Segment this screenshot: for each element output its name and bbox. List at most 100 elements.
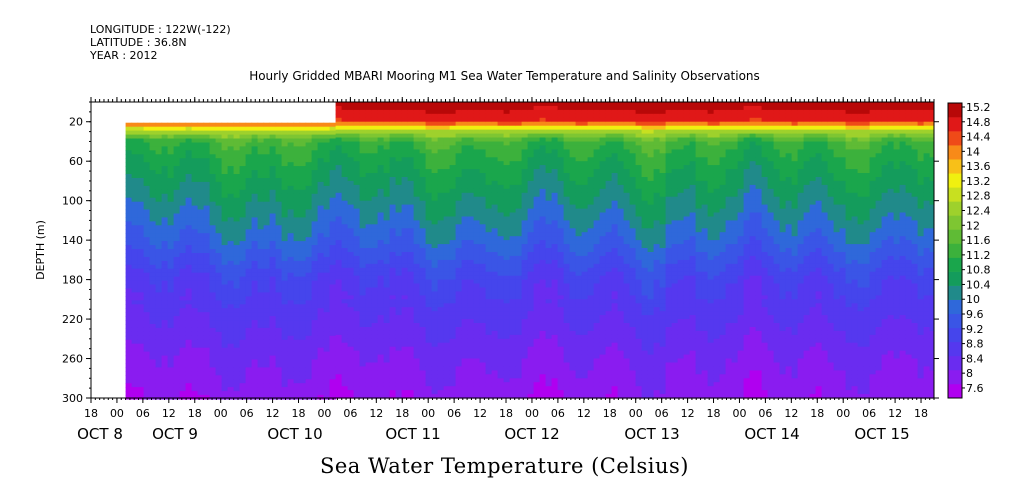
heatmap-cell: [371, 315, 379, 320]
heatmap-cell: [347, 370, 355, 375]
heatmap-cell: [131, 312, 139, 317]
heatmap-cell: [533, 244, 541, 249]
heatmap-cell: [479, 319, 487, 324]
heatmap-cell: [179, 379, 187, 384]
heatmap-cell: [293, 217, 301, 222]
heatmap-cell: [149, 339, 157, 345]
heatmap-cell: [479, 220, 487, 225]
heatmap-cell: [275, 126, 283, 132]
heatmap-cell: [389, 149, 397, 154]
heatmap-cell: [311, 383, 319, 388]
heatmap-cell: [533, 299, 541, 304]
heatmap-cell: [443, 319, 451, 324]
heatmap-cell: [503, 133, 511, 139]
heatmap-cell: [143, 256, 151, 262]
heatmap-cell: [473, 173, 481, 178]
heatmap-cell: [203, 126, 211, 132]
heatmap-cell: [167, 253, 175, 258]
heatmap-cell: [329, 264, 337, 270]
heatmap-cell: [233, 225, 241, 230]
heatmap-cell: [287, 237, 295, 242]
heatmap-cell: [125, 391, 133, 396]
heatmap-cell: [203, 256, 211, 262]
heatmap-cell: [341, 129, 349, 135]
heatmap-cell: [407, 394, 415, 399]
heatmap-cell: [167, 233, 175, 238]
heatmap-cell: [467, 319, 475, 324]
heatmap-cell: [251, 387, 259, 392]
heatmap-cell: [131, 391, 139, 396]
heatmap-cell: [137, 197, 145, 203]
heatmap-cell: [287, 327, 295, 333]
heatmap-cell: [299, 213, 307, 219]
heatmap-cell: [425, 216, 433, 222]
heatmap-cell: [383, 117, 391, 123]
heatmap-cell: [353, 173, 361, 178]
heatmap-cell: [449, 165, 457, 170]
heatmap-cell: [329, 339, 337, 345]
heatmap-cell: [497, 129, 505, 135]
heatmap-cell: [467, 169, 475, 174]
heatmap-cell: [275, 284, 283, 290]
heatmap-cell: [209, 387, 217, 392]
heatmap-cell: [299, 300, 307, 305]
heatmap-cell: [215, 253, 223, 258]
heatmap-cell: [125, 245, 133, 250]
heatmap-cell: [341, 240, 349, 245]
heatmap-cell: [467, 327, 475, 332]
heatmap-cell: [401, 133, 409, 139]
heatmap-cell: [167, 158, 175, 163]
heatmap-cell: [449, 212, 457, 218]
heatmap-cell: [299, 233, 307, 238]
heatmap-cell: [161, 221, 169, 226]
heatmap-cell: [281, 355, 289, 361]
heatmap-cell: [323, 249, 331, 254]
heatmap-cell: [221, 304, 229, 309]
heatmap-cell: [167, 387, 175, 392]
heatmap-cell: [221, 205, 229, 211]
heatmap-cell: [461, 394, 469, 399]
heatmap-cell: [341, 173, 349, 178]
heatmap-cell: [515, 177, 523, 182]
heatmap-cell: [263, 225, 271, 230]
heatmap-cell: [203, 272, 211, 278]
heatmap-cell: [191, 300, 199, 305]
heatmap-cell: [149, 126, 157, 132]
heatmap-cell: [437, 173, 445, 178]
heatmap-cell: [275, 193, 283, 199]
heatmap-cell: [173, 158, 181, 163]
heatmap-cell: [245, 189, 253, 195]
heatmap-cell: [239, 260, 247, 266]
heatmap-cell: [149, 359, 157, 365]
heatmap-cell: [155, 170, 163, 175]
heatmap-cell: [497, 382, 505, 387]
heatmap-cell: [251, 217, 259, 222]
heatmap-cell: [515, 394, 523, 399]
heatmap-cell: [305, 391, 313, 396]
heatmap-cell: [215, 300, 223, 305]
heatmap-cell: [125, 260, 133, 266]
heatmap-cell: [137, 304, 145, 309]
heatmap-cell: [341, 287, 349, 293]
heatmap-cell: [443, 354, 451, 360]
heatmap-cell: [215, 134, 223, 140]
heatmap-cell: [221, 296, 229, 301]
heatmap-cell: [509, 255, 517, 261]
heatmap-cell: [323, 229, 331, 234]
heatmap-cell: [347, 200, 355, 206]
heatmap-cell: [395, 204, 403, 210]
heatmap-cell: [347, 255, 355, 261]
heatmap-cell: [245, 351, 253, 357]
heatmap-cell: [239, 138, 247, 144]
heatmap-cell: [155, 201, 163, 207]
heatmap-cell: [377, 133, 385, 139]
heatmap-cell: [209, 272, 217, 278]
heatmap-cell: [485, 319, 493, 324]
heatmap-cell: [485, 180, 493, 186]
heatmap-cell: [461, 283, 469, 289]
heatmap-cell: [311, 146, 319, 151]
heatmap-cell: [425, 121, 433, 127]
heatmap-cell: [485, 117, 493, 123]
heatmap-cell: [413, 121, 421, 127]
heatmap-cell: [137, 142, 145, 148]
